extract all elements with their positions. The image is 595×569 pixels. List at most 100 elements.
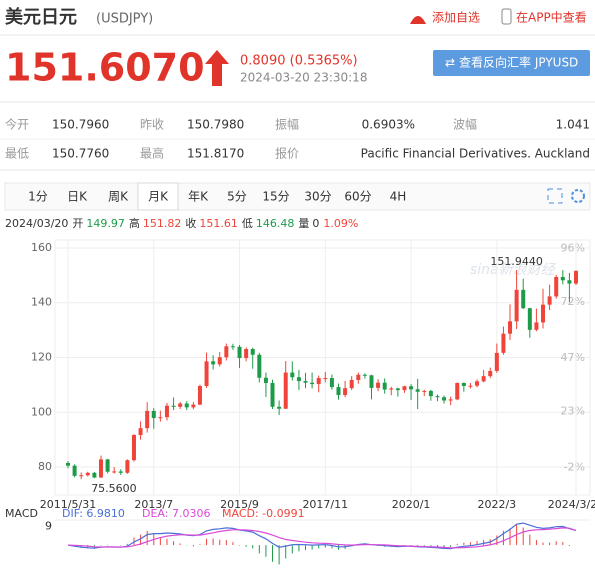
candle-body <box>442 397 447 401</box>
tab[interactable]: 30分 <box>304 190 331 204</box>
candle-body <box>66 462 70 466</box>
candle-body <box>72 465 77 476</box>
stat-value: Pacific Financial Derivatives. Auckland <box>361 147 590 161</box>
candle-body <box>138 428 143 436</box>
candle-body <box>349 379 354 389</box>
candle-body <box>501 333 506 353</box>
reverse-button-bg[interactable] <box>433 50 590 76</box>
candle-body <box>521 289 526 309</box>
stat-label: 今开 <box>5 117 29 132</box>
info-text: 低 <box>242 217 253 230</box>
y2-tick-label: -2% <box>564 461 585 474</box>
stat-value: 1.041 <box>556 118 590 132</box>
candle-body <box>435 396 440 398</box>
candle-body <box>369 375 374 388</box>
candle-body <box>79 475 84 477</box>
candle-body <box>323 378 328 380</box>
tab[interactable]: 60分 <box>344 190 371 204</box>
info-text: 149.97 <box>86 217 125 230</box>
max-label: 151.9440 <box>490 255 543 268</box>
candle-body <box>244 349 249 359</box>
phone-icon <box>501 8 512 25</box>
tab[interactable]: 月K <box>148 190 169 204</box>
tab[interactable]: 周K <box>108 190 129 204</box>
time: 2024-03-20 23:30:18 <box>240 71 367 85</box>
macd-tick-label: 9 <box>45 519 52 532</box>
tab[interactable]: 15分 <box>262 190 289 204</box>
y2-tick-label: 23% <box>561 405 585 418</box>
candle-body <box>488 370 493 377</box>
dea-line <box>67 527 577 549</box>
price: 151.6070 <box>5 46 205 90</box>
candle-body <box>508 321 513 334</box>
candle-body <box>217 357 222 365</box>
candle-body <box>263 377 268 383</box>
stat-label: 最高 <box>140 146 164 161</box>
candle-body <box>343 388 348 396</box>
code: (USDJPY) <box>96 12 153 27</box>
tab[interactable]: 4H <box>390 190 407 204</box>
candle-body <box>402 386 407 391</box>
y2-tick-label: 96% <box>561 241 585 254</box>
info-text: 1.09% <box>323 217 358 230</box>
y-tick-label: 80 <box>38 460 52 473</box>
tab[interactable]: 年K <box>188 190 209 204</box>
tab[interactable]: 1分 <box>28 190 48 204</box>
plot-frame <box>54 239 591 496</box>
info-text: 量 <box>298 217 309 230</box>
candle-body <box>224 346 229 358</box>
candle-body <box>158 417 163 419</box>
candle-body <box>455 382 460 400</box>
stat-value: 150.7960 <box>52 118 109 132</box>
app-view[interactable]: 在APP中查看 <box>516 10 587 25</box>
candle-body <box>448 399 453 401</box>
settings-icon[interactable] <box>571 189 585 203</box>
title: 美元日元 <box>5 6 77 28</box>
candle-body <box>131 435 136 461</box>
candle-body <box>112 471 117 473</box>
info-text: 151.61 <box>199 217 238 230</box>
y-tick-label: 160 <box>31 241 52 254</box>
info-text: 0 <box>312 217 319 230</box>
candle-body <box>362 374 367 376</box>
candle-body <box>514 289 519 322</box>
macd-label: MACD: -0.0991 <box>222 507 305 520</box>
stat-label: 最低 <box>5 147 29 161</box>
y2-tick-label: 47% <box>561 351 585 364</box>
stat-label: 报价 <box>275 146 299 161</box>
candle-body <box>237 346 242 359</box>
up-arrow <box>205 50 229 86</box>
add-watch[interactable]: 添加自选 <box>432 11 480 25</box>
change: 0.8090 (0.5365%) <box>240 54 358 69</box>
candle-body <box>145 410 150 429</box>
tab[interactable]: 日K <box>67 190 88 204</box>
candle-body <box>171 405 176 407</box>
x-tick-label: 2024/3/20 <box>548 498 595 511</box>
info-text: 高 <box>129 216 140 230</box>
candle-body <box>290 372 295 378</box>
y-tick-label: 140 <box>31 296 52 309</box>
candle-body <box>230 346 235 348</box>
tab-bar <box>4 182 591 211</box>
stat-value: 151.8170 <box>187 147 244 161</box>
stat-value: 150.7980 <box>187 118 244 132</box>
candle-body <box>151 410 156 419</box>
watch-icon <box>410 16 426 24</box>
candle-body <box>98 459 103 478</box>
candle-body <box>310 382 315 385</box>
candle-body <box>541 304 546 323</box>
watermark: sina新浪财经 <box>470 262 557 278</box>
candle-body <box>316 378 321 385</box>
y-tick-label: 100 <box>31 405 52 418</box>
tab[interactable]: 5分 <box>227 190 247 204</box>
candle-body <box>574 270 578 284</box>
y2-tick-label: 72% <box>561 295 585 308</box>
candle-body <box>494 352 499 371</box>
stat-label: 波幅 <box>453 117 477 132</box>
fullscreen-icon[interactable] <box>547 188 563 204</box>
info-text: 151.82 <box>143 217 182 230</box>
candle-body <box>164 405 169 418</box>
reverse-button[interactable]: 查看反向汇率 JPYUSD <box>459 55 578 70</box>
candle-body <box>118 471 123 473</box>
